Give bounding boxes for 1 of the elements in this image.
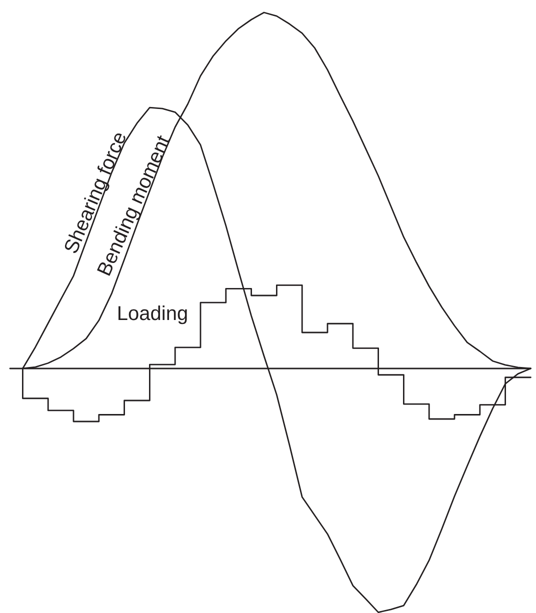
series-label: Loading — [116, 302, 188, 325]
